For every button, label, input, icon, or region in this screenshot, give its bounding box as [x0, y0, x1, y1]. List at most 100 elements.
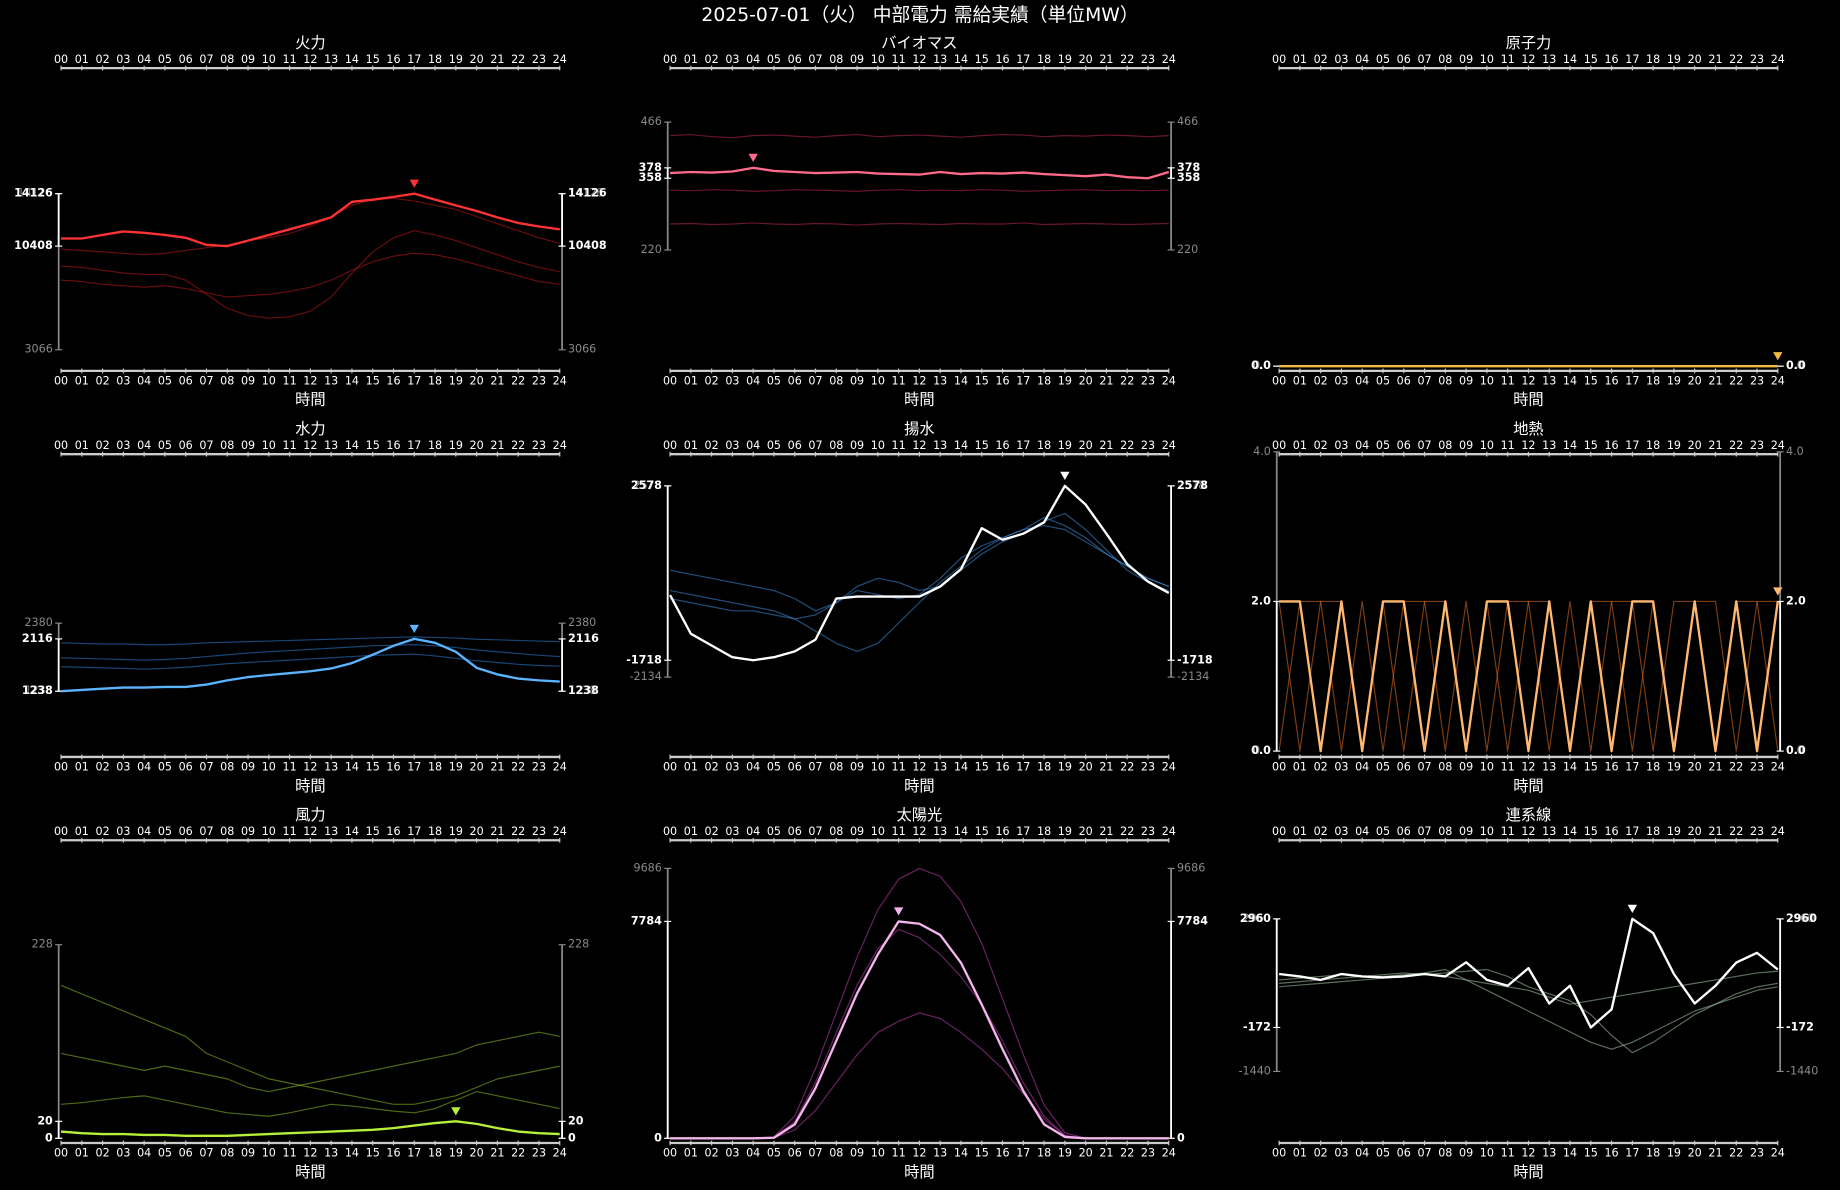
x-tick-label: 03	[1334, 1147, 1348, 1160]
y-tick-label: 3066	[24, 343, 52, 356]
x-tick-label: 21	[490, 439, 504, 452]
panel-title: バイオマス	[881, 34, 957, 52]
x-tick-label: 04	[137, 53, 151, 66]
x-tick-label: 04	[1355, 374, 1369, 387]
x-tick-label: 13	[1542, 825, 1556, 838]
x-tick-label: 02	[1314, 374, 1328, 387]
x-tick-label: 04	[746, 374, 760, 387]
x-tick-label: 15	[975, 374, 989, 387]
x-tick-label: 19	[1667, 53, 1681, 66]
x-tick-label: 11	[892, 374, 906, 387]
today-line	[60, 637, 560, 693]
x-tick-label: 12	[1521, 374, 1535, 387]
day-line	[669, 516, 1169, 620]
x-tick-label: 12	[1521, 53, 1535, 66]
x-tick-label: 20	[470, 1147, 484, 1160]
x-tick-label: 06	[179, 439, 193, 452]
x-tick-label: 23	[532, 825, 546, 838]
x-tick-label: 24	[1771, 760, 1785, 773]
x-tick-label: 15	[1584, 53, 1598, 66]
x-tick-label: 06	[1397, 760, 1411, 773]
x-tick-label: 20	[470, 760, 484, 773]
x-tick-label: 09	[241, 439, 255, 452]
y-tick-label: 0.0	[1786, 359, 1804, 372]
x-tick-label: 09	[241, 53, 255, 66]
x-tick-label: 17	[1016, 825, 1030, 838]
today-line	[61, 192, 560, 248]
x-tick-label: 22	[511, 1147, 525, 1160]
today-line	[60, 1120, 560, 1137]
peak-marker	[893, 907, 904, 916]
x-tick-label: 05	[1376, 439, 1390, 452]
y-tick-label: 1238	[568, 684, 599, 697]
x-tick-label: 21	[490, 825, 504, 838]
x-tick-label: 06	[788, 1147, 802, 1160]
x-tick-label: 22	[1729, 439, 1743, 452]
x-tick-label: 10	[262, 825, 276, 838]
x-tick-label: 02	[96, 825, 110, 838]
y-tick-label: 2960	[1240, 912, 1271, 925]
x-tick-label: 12	[303, 374, 317, 387]
x-tick-label: 09	[241, 760, 255, 773]
x-tick-label: 07	[199, 825, 213, 838]
x-tick-label: 04	[1355, 53, 1369, 66]
x-axis-label: 時間	[904, 777, 934, 795]
x-tick-label: 15	[1584, 760, 1598, 773]
x-tick-label: 19	[1667, 439, 1681, 452]
x-tick-label: 13	[324, 374, 338, 387]
x-tick-label: 06	[1397, 53, 1411, 66]
x-tick-label: 23	[1141, 374, 1155, 387]
y-tick-label: 2578	[634, 479, 662, 492]
x-tick-label: 19	[1058, 825, 1072, 838]
x-tick-label: 11	[283, 53, 297, 66]
x-tick-label: 08	[220, 1147, 234, 1160]
y-tick-label: 1238	[24, 684, 52, 697]
x-tick-label: 04	[137, 374, 151, 387]
x-tick-label: 06	[788, 53, 802, 66]
x-tick-label: 06	[179, 374, 193, 387]
x-tick-label: 19	[449, 1147, 463, 1160]
y-tick-label: 466	[641, 115, 662, 128]
x-tick-label: 07	[199, 1147, 213, 1160]
x-tick-label: 23	[1750, 1147, 1764, 1160]
x-tick-label: 07	[1417, 825, 1431, 838]
x-tick-label: 24	[1162, 760, 1176, 773]
x-tick-label: 17	[1016, 439, 1030, 452]
x-tick-label: 02	[705, 1147, 719, 1160]
x-tick-label: 21	[1708, 825, 1722, 838]
x-tick-label: 20	[1079, 1147, 1093, 1160]
x-tick-label: 20	[1079, 374, 1093, 387]
x-tick-label: 20	[1688, 439, 1702, 452]
y-tick-label: 7784	[631, 914, 662, 927]
x-tick-label: 20	[470, 439, 484, 452]
x-tick-label: 16	[1604, 760, 1618, 773]
x-tick-label: 19	[449, 825, 463, 838]
x-tick-label: 17	[407, 53, 421, 66]
x-axis-label: 時間	[295, 391, 326, 409]
x-tick-label: 20	[1079, 760, 1093, 773]
y-tick-label: 2960	[1243, 912, 1271, 925]
x-tick-label: 04	[1355, 760, 1369, 773]
x-tick-label: 18	[1646, 1147, 1660, 1160]
x-tick-label: 16	[995, 825, 1009, 838]
x-tick-label: 03	[116, 825, 130, 838]
x-tick-label: 03	[1334, 825, 1348, 838]
x-tick-label: 21	[1708, 1147, 1722, 1160]
x-tick-label: 00	[54, 374, 68, 387]
x-tick-label: 10	[871, 374, 885, 387]
x-tick-label: 07	[808, 439, 822, 452]
y-tick-label: 3066	[568, 343, 596, 356]
day-line	[60, 1091, 560, 1117]
x-tick-label: 13	[324, 825, 338, 838]
x-tick-label: 12	[912, 53, 926, 66]
panel-title: 地熱	[1513, 420, 1544, 438]
x-tick-label: 02	[96, 374, 110, 387]
y-tick-label: -2134	[1177, 670, 1209, 683]
peak-marker	[409, 179, 419, 188]
day-line	[60, 230, 560, 319]
x-tick-label: 15	[366, 374, 380, 387]
x-tick-label: 05	[158, 53, 172, 66]
x-tick-label: 13	[933, 439, 947, 452]
x-tick-label: 24	[1771, 439, 1785, 452]
